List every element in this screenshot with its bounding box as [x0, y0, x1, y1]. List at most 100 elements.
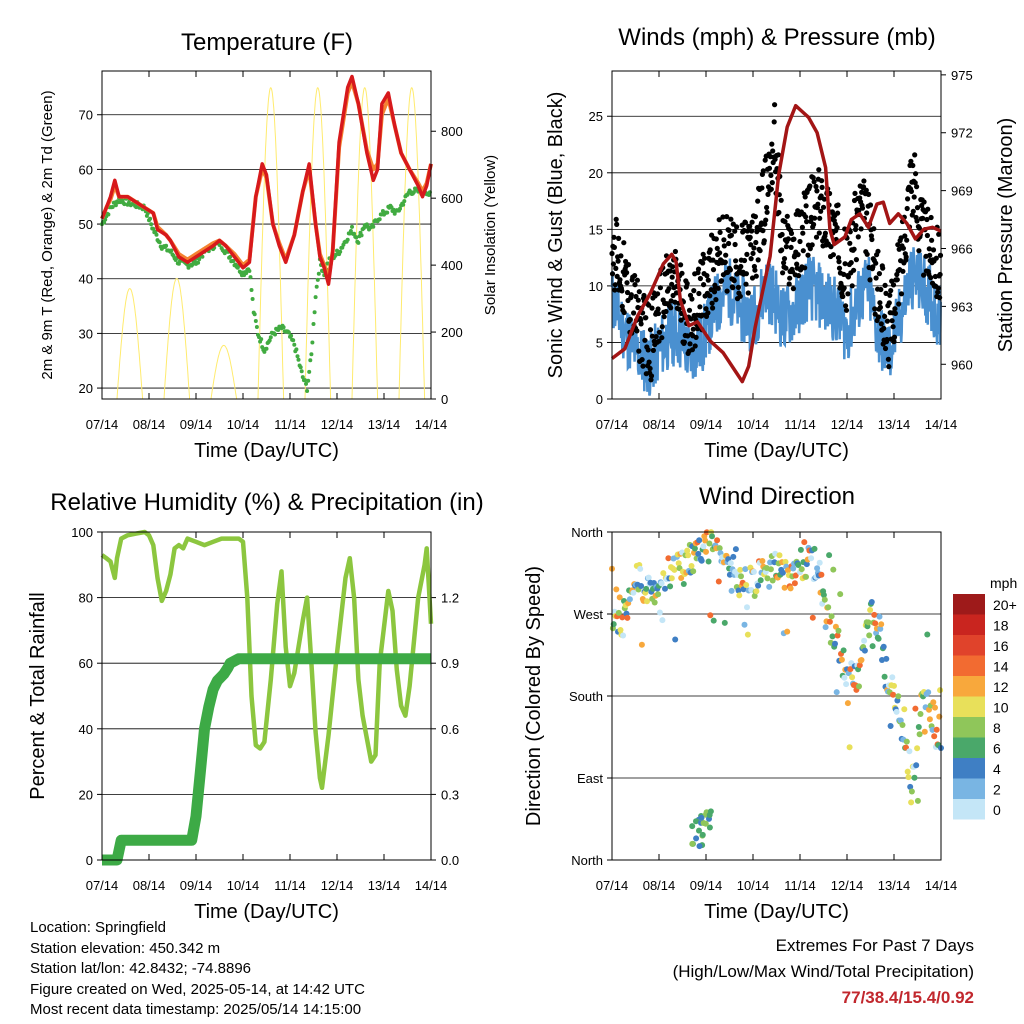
- chart-panel-3: Relative Humidity (%) & Precipitation (i…: [27, 489, 484, 923]
- gust-point: [747, 223, 753, 229]
- gust-point: [852, 226, 859, 233]
- gust-point: [638, 321, 644, 327]
- direction-point: [791, 580, 798, 587]
- gust-point: [707, 293, 713, 299]
- td-point: [253, 319, 258, 323]
- direction-point: [903, 738, 910, 745]
- gust-point: [853, 257, 860, 263]
- gust-point: [692, 343, 698, 349]
- direction-point: [750, 568, 757, 575]
- y-tick-label: 5: [596, 335, 603, 350]
- gust-point: [835, 255, 842, 261]
- gust-point: [710, 257, 716, 263]
- series-2m-td: [100, 186, 432, 393]
- direction-point: [914, 797, 921, 804]
- gust-point: [768, 186, 774, 192]
- y-tick-label: 20: [589, 166, 603, 181]
- colorbar-label: 12: [993, 679, 1009, 695]
- direction-point: [867, 607, 874, 613]
- direction-point: [766, 583, 773, 590]
- gust-point: [836, 265, 843, 271]
- td-point: [350, 224, 354, 229]
- direction-point: [684, 547, 691, 554]
- direction-point: [798, 566, 805, 573]
- direction-point: [757, 577, 764, 584]
- direction-point: [881, 673, 888, 680]
- y-tick-label: 50: [79, 217, 93, 232]
- direction-point: [816, 559, 823, 566]
- gust-point: [730, 285, 736, 291]
- td-point: [291, 338, 296, 343]
- series-2m-t: [100, 74, 433, 286]
- gust-point: [634, 328, 640, 334]
- direction-point: [887, 723, 894, 729]
- direction-point: [735, 587, 742, 594]
- direction-point: [689, 823, 696, 830]
- direction-point: [624, 614, 631, 621]
- td-point: [304, 381, 308, 386]
- td-point: [314, 284, 319, 289]
- gust-point: [867, 277, 873, 283]
- gust-point: [678, 262, 684, 268]
- gust-point: [627, 316, 633, 323]
- direction-point: [937, 687, 944, 694]
- gust-point: [889, 318, 895, 324]
- x-tick-label: 08/14: [133, 878, 166, 893]
- direction-point: [668, 575, 675, 582]
- direction-point: [821, 596, 828, 603]
- x-tick-label: 14/14: [925, 417, 958, 432]
- x-axis-label: Time (Day/UTC): [194, 901, 339, 923]
- y-tick-label: West: [574, 607, 604, 622]
- gust-point: [755, 257, 761, 263]
- gust-point: [724, 288, 730, 294]
- direction-point: [680, 581, 687, 587]
- gust-point: [778, 197, 784, 203]
- gust-point: [625, 262, 632, 268]
- x-tick-label: 07/14: [596, 417, 629, 432]
- gust-point: [835, 202, 841, 208]
- gust-point: [835, 210, 841, 216]
- gust-point: [892, 306, 898, 312]
- gust-point: [707, 247, 713, 253]
- series-wind-direction: [609, 529, 944, 850]
- gust-point: [892, 310, 899, 316]
- td-point: [305, 389, 310, 393]
- direction-point: [737, 566, 744, 573]
- direction-point: [790, 565, 797, 572]
- y2-tick-label: 800: [441, 124, 463, 139]
- gust-point: [819, 184, 825, 190]
- gust-point: [687, 341, 693, 347]
- direction-point: [617, 627, 624, 633]
- colorbar-swatch: [953, 778, 985, 799]
- extremes-values: 77/38.4/15.4/0.92: [841, 988, 974, 1007]
- direction-point: [706, 812, 713, 818]
- gust-point: [647, 365, 653, 372]
- gust-point: [615, 258, 621, 264]
- direction-point: [877, 625, 884, 632]
- gust-point: [769, 141, 775, 147]
- direction-point: [741, 621, 748, 628]
- y2-tick-label: 400: [441, 258, 463, 273]
- gust-point: [830, 252, 837, 258]
- gust-point: [851, 246, 857, 252]
- direction-point: [671, 566, 678, 573]
- gust-point: [916, 248, 922, 254]
- gust-point: [700, 251, 706, 257]
- gust-point: [716, 217, 722, 223]
- gust-point: [727, 267, 734, 273]
- direction-point: [660, 570, 667, 577]
- gust-point: [655, 310, 662, 317]
- gust-point: [744, 228, 751, 234]
- gust-point: [731, 278, 737, 284]
- colorbar-label: 10: [993, 700, 1009, 716]
- x-tick-label: 08/14: [133, 417, 166, 432]
- gust-point: [871, 226, 877, 232]
- gust-point: [803, 214, 809, 220]
- direction-point: [721, 619, 728, 626]
- td-point: [359, 233, 364, 238]
- gust-point: [843, 307, 850, 313]
- td-point: [250, 297, 255, 301]
- direction-point: [801, 539, 808, 546]
- td-point: [300, 375, 305, 380]
- gust-point: [759, 185, 765, 191]
